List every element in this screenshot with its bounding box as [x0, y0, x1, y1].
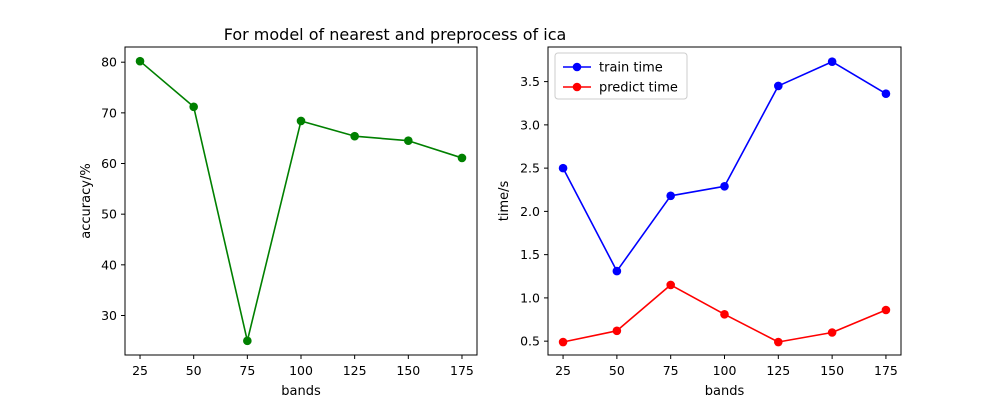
data-point — [774, 337, 783, 347]
data-point — [774, 81, 783, 91]
x-tick-label: 100 — [713, 363, 737, 378]
y-tick-label: 3.5 — [520, 74, 540, 89]
y-tick-label: 3.0 — [520, 117, 540, 132]
data-point — [404, 136, 413, 146]
data-point — [720, 181, 729, 191]
x-tick-label: 50 — [186, 363, 202, 378]
data-point — [296, 116, 306, 126]
x-tick-label: 175 — [450, 363, 474, 378]
data-point — [189, 102, 198, 112]
x-tick-label: 175 — [874, 363, 898, 378]
y-tick-label: 2.5 — [520, 161, 540, 176]
time-chart: 25 50 75 100 125 150 175 0.5 1.0 1.5 2.0 2.5 3.0 3.5 b… — [497, 46, 902, 399]
x-tick-label: 150 — [396, 363, 420, 378]
x-tick-label: 50 — [609, 363, 625, 378]
x-tick-label: 100 — [289, 363, 313, 378]
data-point — [558, 163, 568, 173]
x-tick-label: 125 — [766, 363, 790, 378]
y-tick-label: 0.5 — [520, 334, 540, 349]
y-tick-label: 60 — [101, 156, 117, 171]
x-tick-label: 25 — [555, 363, 571, 378]
x-tick-label: 125 — [343, 363, 367, 378]
y-tick-label: 1.0 — [520, 290, 540, 305]
legend-label: train time — [599, 61, 663, 76]
data-point — [243, 336, 252, 346]
y-tick-label: 40 — [101, 257, 117, 272]
legend: train time predict time — [554, 52, 688, 100]
legend-label: predict time — [599, 81, 678, 96]
legend-marker — [572, 62, 582, 72]
plot-frame — [547, 46, 902, 356]
data-point — [612, 326, 622, 336]
x-tick-label: 150 — [820, 363, 844, 378]
data-point — [881, 305, 891, 315]
data-point — [827, 328, 837, 337]
data-point — [135, 56, 145, 66]
y-tick-label: 2.0 — [520, 204, 540, 219]
accuracy-chart: 25 50 75 100 125 150 175 30 40 50 60 70 80 bands accur… — [79, 46, 478, 399]
data-point — [457, 153, 467, 163]
x-tick-label: 75 — [239, 363, 255, 378]
x-axis-label: bands — [281, 384, 321, 399]
y-tick-label: 30 — [101, 308, 117, 323]
y-tick-label: 80 — [101, 55, 117, 70]
y-axis-label: accuracy/% — [79, 163, 94, 238]
data-point — [666, 280, 675, 290]
y-axis-label: time/s — [497, 181, 512, 222]
legend-marker — [572, 82, 582, 92]
x-tick-label: 75 — [663, 363, 679, 378]
data-point — [881, 89, 891, 99]
data-point — [666, 191, 675, 201]
series-line-0 — [139, 60, 463, 342]
y-tick-label: 50 — [101, 207, 117, 222]
figure-title: For model of nearest and preprocess of i… — [224, 25, 567, 44]
data-point — [720, 310, 729, 319]
data-point — [612, 266, 622, 276]
data-point — [558, 337, 568, 347]
data-point — [350, 131, 359, 141]
y-tick-label: 1.5 — [520, 247, 540, 262]
x-tick-label: 25 — [132, 363, 148, 378]
x-axis-label: bands — [705, 384, 745, 399]
plot-frame — [124, 46, 478, 356]
y-tick-label: 70 — [101, 105, 117, 120]
data-point — [827, 57, 837, 67]
